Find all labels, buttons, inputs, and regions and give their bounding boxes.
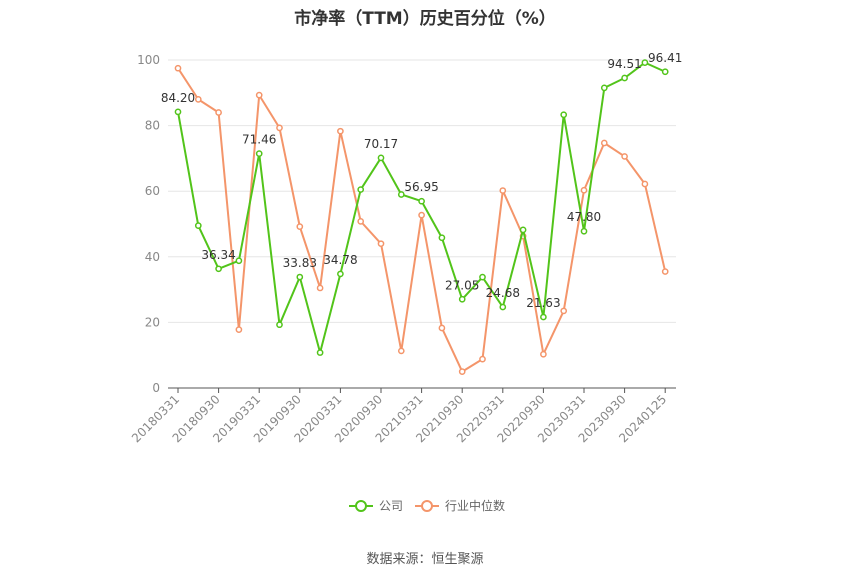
- series-layer: [174, 59, 669, 375]
- data-label: 94.51: [607, 57, 641, 71]
- data-point[interactable]: [600, 139, 608, 147]
- data-point[interactable]: [661, 68, 669, 76]
- data-label: 24.68: [486, 286, 520, 300]
- data-point[interactable]: [337, 127, 344, 135]
- data-point[interactable]: [194, 222, 202, 229]
- data-point[interactable]: [397, 191, 405, 198]
- y-tick-label: 0: [152, 381, 160, 395]
- data-point[interactable]: [337, 270, 344, 278]
- y-tick-label: 20: [145, 315, 160, 329]
- data-point[interactable]: [479, 355, 486, 363]
- data-point[interactable]: [276, 321, 283, 329]
- data-point[interactable]: [458, 368, 466, 375]
- data-point[interactable]: [540, 350, 547, 358]
- source-note: 数据来源：恒生聚源: [366, 552, 484, 567]
- data-label: 84.20: [161, 91, 195, 105]
- data-point[interactable]: [194, 96, 202, 103]
- data-point[interactable]: [255, 91, 263, 99]
- data-point[interactable]: [560, 111, 568, 119]
- data-label: 33.83: [283, 256, 317, 270]
- y-tick-label: 100: [137, 53, 160, 67]
- data-point[interactable]: [438, 324, 446, 332]
- legend-item-company[interactable]: 公司: [349, 499, 403, 513]
- data-label: 36.34: [201, 248, 235, 262]
- data-point[interactable]: [235, 257, 243, 265]
- data-point[interactable]: [540, 313, 547, 321]
- data-point[interactable]: [580, 186, 588, 194]
- data-point[interactable]: [377, 154, 385, 162]
- data-label: 21.63: [526, 296, 560, 310]
- series-line-company: [177, 61, 666, 354]
- data-point[interactable]: [397, 347, 405, 355]
- legend-marker: [355, 500, 367, 512]
- legend: 公司 行业中位数: [349, 498, 505, 513]
- data-point[interactable]: [641, 59, 649, 66]
- data-point[interactable]: [621, 74, 628, 82]
- data-point[interactable]: [519, 226, 527, 234]
- data-point[interactable]: [235, 326, 243, 333]
- data-point[interactable]: [621, 153, 628, 160]
- data-point[interactable]: [377, 240, 385, 248]
- data-point[interactable]: [357, 218, 365, 225]
- data-point[interactable]: [174, 64, 182, 72]
- data-point[interactable]: [499, 303, 507, 311]
- data-label: 47.80: [567, 210, 601, 224]
- data-point[interactable]: [499, 187, 507, 194]
- legend-item-industry-median[interactable]: 行业中位数: [415, 498, 505, 513]
- data-label: 56.95: [404, 180, 438, 194]
- data-point[interactable]: [580, 227, 588, 235]
- data-point[interactable]: [458, 295, 466, 303]
- data-label-layer: 84.20 36.34 71.46 33.83 34.78 70.17 56.95 27.05…: [161, 51, 683, 310]
- data-point[interactable]: [215, 109, 222, 116]
- data-point[interactable]: [296, 223, 304, 230]
- data-point[interactable]: [560, 307, 568, 315]
- data-label: 71.46: [242, 133, 276, 147]
- data-point[interactable]: [174, 108, 182, 116]
- grid-layer: [168, 59, 676, 323]
- y-tick-label: 60: [145, 184, 160, 198]
- data-point[interactable]: [316, 284, 324, 292]
- legend-label: 公司: [379, 499, 403, 513]
- y-tick-label: 40: [145, 250, 160, 264]
- legend-marker: [421, 500, 433, 512]
- data-point[interactable]: [215, 265, 222, 273]
- data-point[interactable]: [661, 268, 669, 275]
- data-point[interactable]: [316, 349, 324, 356]
- legend-label: 行业中位数: [445, 498, 505, 513]
- chart-title: 市净率（TTM）历史百分位（%）: [294, 9, 556, 29]
- data-point[interactable]: [600, 84, 608, 92]
- data-label: 34.78: [323, 253, 357, 267]
- data-point[interactable]: [255, 150, 263, 157]
- data-point[interactable]: [418, 197, 425, 205]
- y-tick-label: 80: [145, 119, 160, 133]
- data-point[interactable]: [357, 186, 365, 193]
- data-point[interactable]: [276, 124, 283, 132]
- data-point[interactable]: [438, 234, 446, 242]
- data-point[interactable]: [479, 273, 486, 281]
- data-point[interactable]: [641, 180, 649, 188]
- data-point[interactable]: [296, 273, 304, 281]
- data-point[interactable]: [418, 211, 425, 219]
- data-label: 96.41: [648, 51, 682, 65]
- data-label: 27.05: [445, 278, 479, 292]
- data-label: 70.17: [364, 137, 398, 151]
